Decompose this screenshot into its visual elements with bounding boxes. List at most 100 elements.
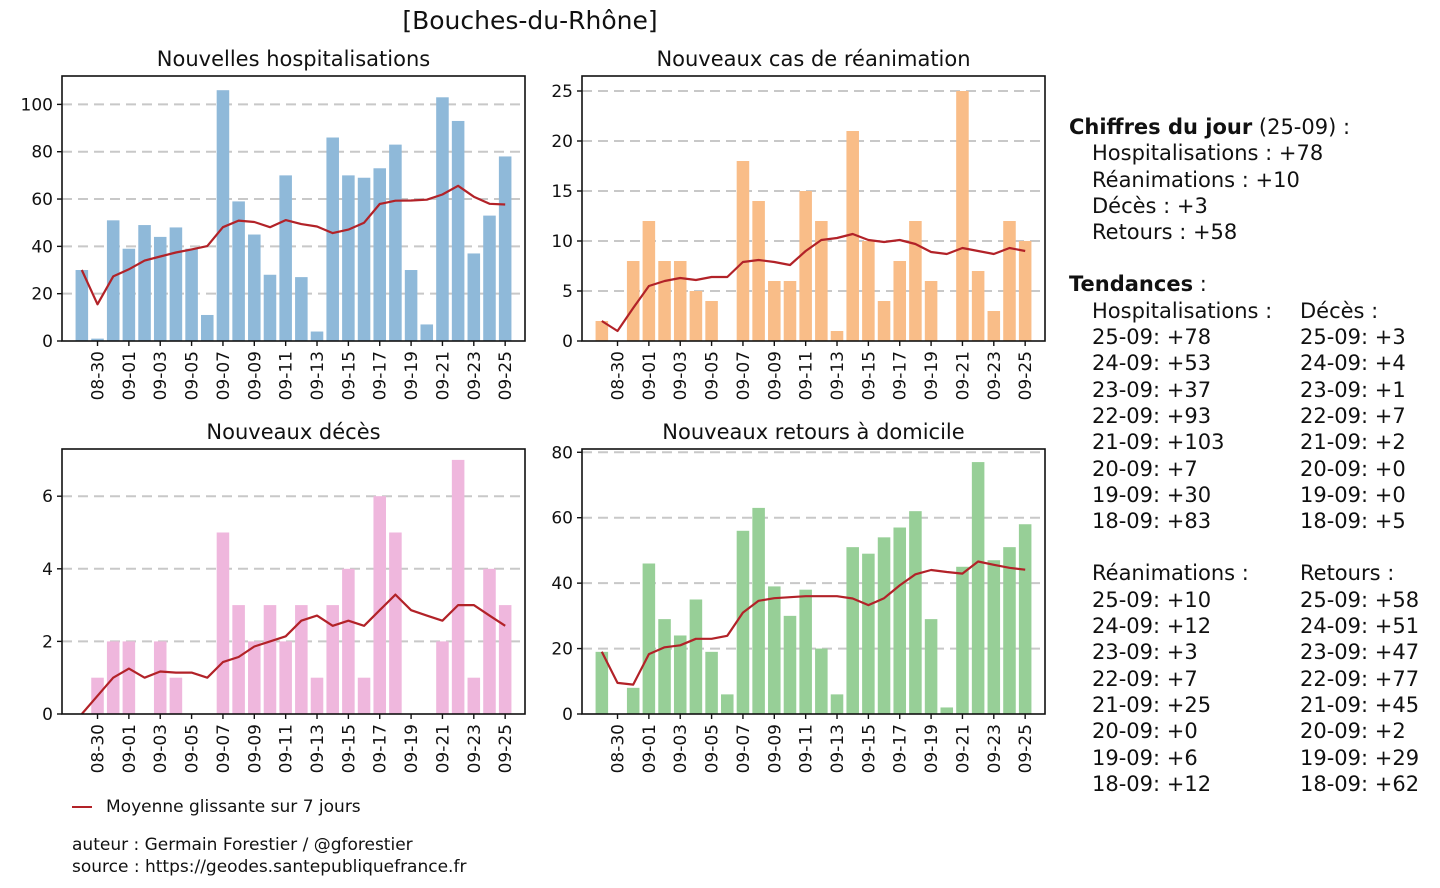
x-tick-label: 09-19	[402, 724, 422, 773]
y-tick-label: 6	[42, 487, 53, 507]
bar	[768, 586, 781, 714]
x-tick-label: 09-17	[891, 351, 911, 400]
bar	[689, 599, 703, 714]
x-tick-label: 09-15	[339, 351, 359, 400]
trends-rad-row: 20-09: +2	[1300, 719, 1406, 744]
bar	[705, 301, 718, 341]
trends-dc-row: 24-09: +4	[1300, 351, 1406, 376]
bar	[373, 168, 387, 341]
trends-hosp-row: 20-09: +7	[1092, 456, 1198, 481]
bar	[815, 221, 828, 341]
trends-rea-column: Réanimations : 25-09: +10 24-09: +12 23-09…	[1092, 560, 1300, 797]
x-tick-label: 08-30	[89, 351, 109, 400]
side-panel: Chiffres du jour (25-09) : Hospitalisati…	[1069, 114, 1419, 797]
y-tick-label: 25	[551, 82, 573, 102]
x-tick-label: 09-13	[308, 724, 328, 773]
trends-hosp-row: 19-09: +30	[1092, 482, 1212, 507]
bar	[404, 270, 418, 341]
y-tick-label: 5	[562, 282, 573, 302]
bar	[626, 687, 640, 714]
trends-block-1: Hospitalisations : 25-09: +78 24-09: +53 2…	[1069, 298, 1419, 535]
bar	[436, 641, 449, 714]
x-tick-label: 09-23	[465, 351, 485, 400]
x-tick-label: 09-09	[765, 351, 785, 400]
x-tick-label: 09-05	[703, 724, 723, 773]
bar	[263, 605, 277, 714]
bar	[248, 234, 261, 341]
bar	[326, 605, 339, 714]
bar	[122, 248, 136, 341]
bar	[987, 560, 1001, 714]
bar	[248, 641, 261, 714]
trends-dc-header: Décès :	[1300, 298, 1379, 323]
x-tick-label: 08-30	[609, 724, 629, 773]
bar	[216, 90, 230, 341]
trends-rad-row: 23-09: +47	[1300, 640, 1420, 665]
chart-svg: Nouveaux décès 0 2 4 6 08-30 09-01 09-03 09-05 09…	[42, 420, 526, 773]
x-tick-label: 09-21	[953, 724, 973, 773]
bar	[295, 277, 308, 341]
bar	[689, 291, 703, 341]
moving-average-line	[600, 560, 1026, 686]
moving-average-line	[80, 593, 506, 715]
bar	[673, 261, 687, 341]
x-tick-label: 09-03	[671, 351, 691, 400]
trends-hosp-row: 25-09: +78	[1092, 325, 1212, 350]
x-tick-label: 09-03	[151, 351, 171, 400]
x-tick-label: 09-13	[828, 351, 848, 400]
x-tick-label: 09-07	[214, 724, 234, 773]
y-tick-label: 0	[42, 332, 53, 352]
y-tick-label: 2	[42, 632, 53, 652]
bar	[956, 91, 969, 341]
x-tick-label: 09-21	[953, 351, 973, 400]
x-tick-label: 09-17	[371, 724, 391, 773]
x-tick-label: 09-07	[734, 351, 754, 400]
chart-title: Nouveaux décès	[206, 420, 380, 444]
trends-heading: Tendances :	[1069, 271, 1419, 297]
bar	[326, 137, 339, 341]
bar	[357, 677, 371, 714]
bar	[153, 236, 167, 341]
trends-rea-row: 20-09: +0	[1092, 719, 1198, 744]
y-tick-label: 100	[21, 95, 53, 115]
bar	[310, 331, 324, 341]
bar	[1018, 241, 1032, 341]
credits: auteur : Germain Forestier / @gforestier…	[72, 834, 466, 878]
bar	[263, 274, 277, 341]
bar	[1018, 524, 1032, 714]
bar	[153, 641, 167, 714]
x-tick-label: 09-05	[183, 351, 203, 400]
trends-hosp-row: 18-09: +83	[1092, 509, 1212, 534]
bar	[483, 568, 496, 714]
y-tick-label: 80	[31, 143, 53, 163]
x-tick-label: 09-01	[640, 351, 660, 400]
bar	[752, 507, 765, 714]
trends-hosp-header: Hospitalisations :	[1092, 298, 1273, 323]
x-tick-label: 09-05	[703, 351, 723, 400]
legend-label: Moyenne glissante sur 7 jours	[106, 797, 361, 817]
chart-deces: Nouveaux décès 0 2 4 6 08-30 09-01 09-03 09-05 09…	[0, 417, 526, 787]
x-tick-label: 09-05	[183, 724, 203, 773]
x-tick-label: 09-21	[433, 724, 453, 773]
trends-rea-row: 25-09: +10	[1092, 587, 1212, 612]
bar	[720, 694, 734, 714]
x-tick-label: 09-01	[120, 724, 140, 773]
x-tick-label: 09-19	[922, 724, 942, 773]
trends-rad-row: 18-09: +62	[1300, 771, 1420, 796]
figure-title: [Bouches-du-Rhône]	[402, 6, 658, 35]
x-tick-label: 08-30	[609, 351, 629, 400]
x-tick-label: 09-09	[245, 724, 265, 773]
x-tick-label: 09-25	[496, 724, 516, 773]
x-tick-label: 09-11	[797, 724, 817, 773]
bar	[498, 156, 512, 341]
y-tick-label: 60	[551, 509, 573, 529]
trends-dc-row: 20-09: +0	[1300, 456, 1406, 481]
bar	[877, 537, 891, 714]
x-tick-label: 09-01	[640, 724, 660, 773]
x-tick-label: 09-11	[797, 351, 817, 400]
plot-frame	[581, 448, 1046, 715]
x-tick-label: 09-19	[402, 351, 422, 400]
bar	[467, 677, 481, 714]
plot-frame	[61, 448, 526, 715]
bar	[451, 459, 465, 714]
